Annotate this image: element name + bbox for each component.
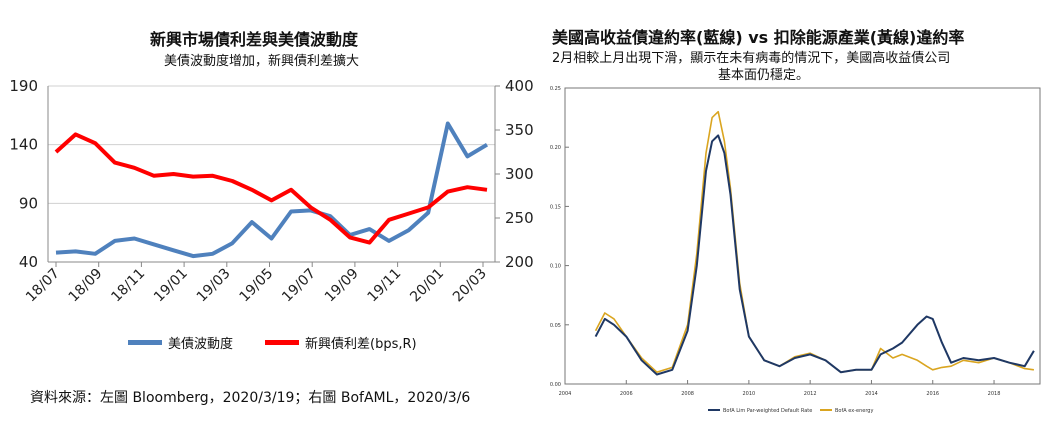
legend-label-ex-energy: BofA ex-energy [835,408,873,414]
x-tick-label: 2012 [804,391,817,397]
x-tick-label: 2006 [620,391,633,397]
legend-label-spread: 新興債利差(bps,R) [305,337,417,352]
y-right-tick-label: 250 [505,209,534,227]
source-note: 資料來源：左圖 Bloomberg，2020/3/19；右圖 BofAML，20… [30,390,471,406]
left-chart-subtitle: 美債波動度增加，新興債利差擴大 [164,54,360,69]
right-chart-plot: 0.25 0.20 0.15 0.10 0.05 0.00 2004 2006 2008 2010… [550,86,1041,414]
legend-label-default-rate: BofA Lim Par-weighted Default Rate [723,408,812,414]
x-tick-label: 19/11 [365,266,405,306]
y-left-tick-label: 190 [9,77,38,95]
x-tick-label: 18/07 [23,266,63,306]
y-left-tick-label: 90 [19,194,38,212]
y-tick-label: 0.10 [550,264,561,270]
x-tick-label: 2014 [865,391,878,397]
x-tick-label: 19/05 [236,266,276,306]
volatility-series-line [55,121,489,259]
left-legend-item-1: 美債波動度 [128,333,233,352]
left-chart-title: 新興市場債利差與美債波動度 [150,30,359,49]
right-chart-subtitle-line1: 2月相較上月出現下滑，顯示在未有病毒的情況下，美國高收益債公司 [552,51,951,66]
x-tick-label: 2004 [559,391,572,397]
legend-label-volatility: 美債波動度 [168,337,234,352]
left-legend-item-2: 新興債利差(bps,R) [265,333,417,352]
x-tick-label: 19/07 [279,266,319,306]
x-tick-label: 2016 [926,391,939,397]
y-tick-label: 0.05 [550,323,561,329]
x-tick-label: 2010 [743,391,756,397]
x-tick-label: 18/09 [66,266,106,306]
left-chart-panel: 新興市場債利差與美債波動度 美債波動度增加，新興債利差擴大 190 140 90 40… [9,30,534,406]
spread-series-line [54,132,488,245]
y-tick-label: 0.00 [550,382,561,388]
x-tick-label: 20/03 [450,266,490,306]
y-right-tick-label: 200 [505,253,534,271]
legend-swatch-spread [265,340,299,345]
y-right-tick-label: 300 [505,165,534,183]
right-chart-panel: 美國高收益債違約率(藍線) vs 扣除能源產業(黃線)違約率 2月相較上月出現下… [540,0,1062,434]
x-tick-label: 2018 [988,391,1001,397]
x-tick-label: 2008 [681,391,694,397]
y-right-tick-label: 400 [505,77,534,95]
legend-swatch-volatility [128,340,162,345]
y-tick-label: 0.20 [550,145,561,151]
y-left-tick-label: 40 [19,253,38,271]
x-tick-label: 18/11 [108,266,148,306]
x-tick-label: 19/03 [194,266,234,306]
left-chart-plot: 190 140 90 40 400 350 300 250 200 18/07 18/09 18/11… [9,77,534,306]
x-tick-label: 20/01 [407,266,447,306]
y-tick-label: 0.15 [550,204,561,210]
x-tick-label: 19/01 [151,266,191,306]
right-chart-subtitle-line2: 基本面仍穩定。 [718,68,810,83]
x-tick-label: 19/09 [322,266,362,306]
default-rate-series-line [594,134,1035,376]
y-tick-label: 0.25 [550,86,561,92]
plot-frame [564,87,1041,385]
y-right-tick-label: 350 [505,121,534,139]
right-chart-title: 美國高收益債違約率(藍線) vs 扣除能源產業(黃線)違約率 [552,28,965,47]
y-left-tick-label: 140 [9,136,38,154]
ex-energy-series-line [594,110,1035,374]
